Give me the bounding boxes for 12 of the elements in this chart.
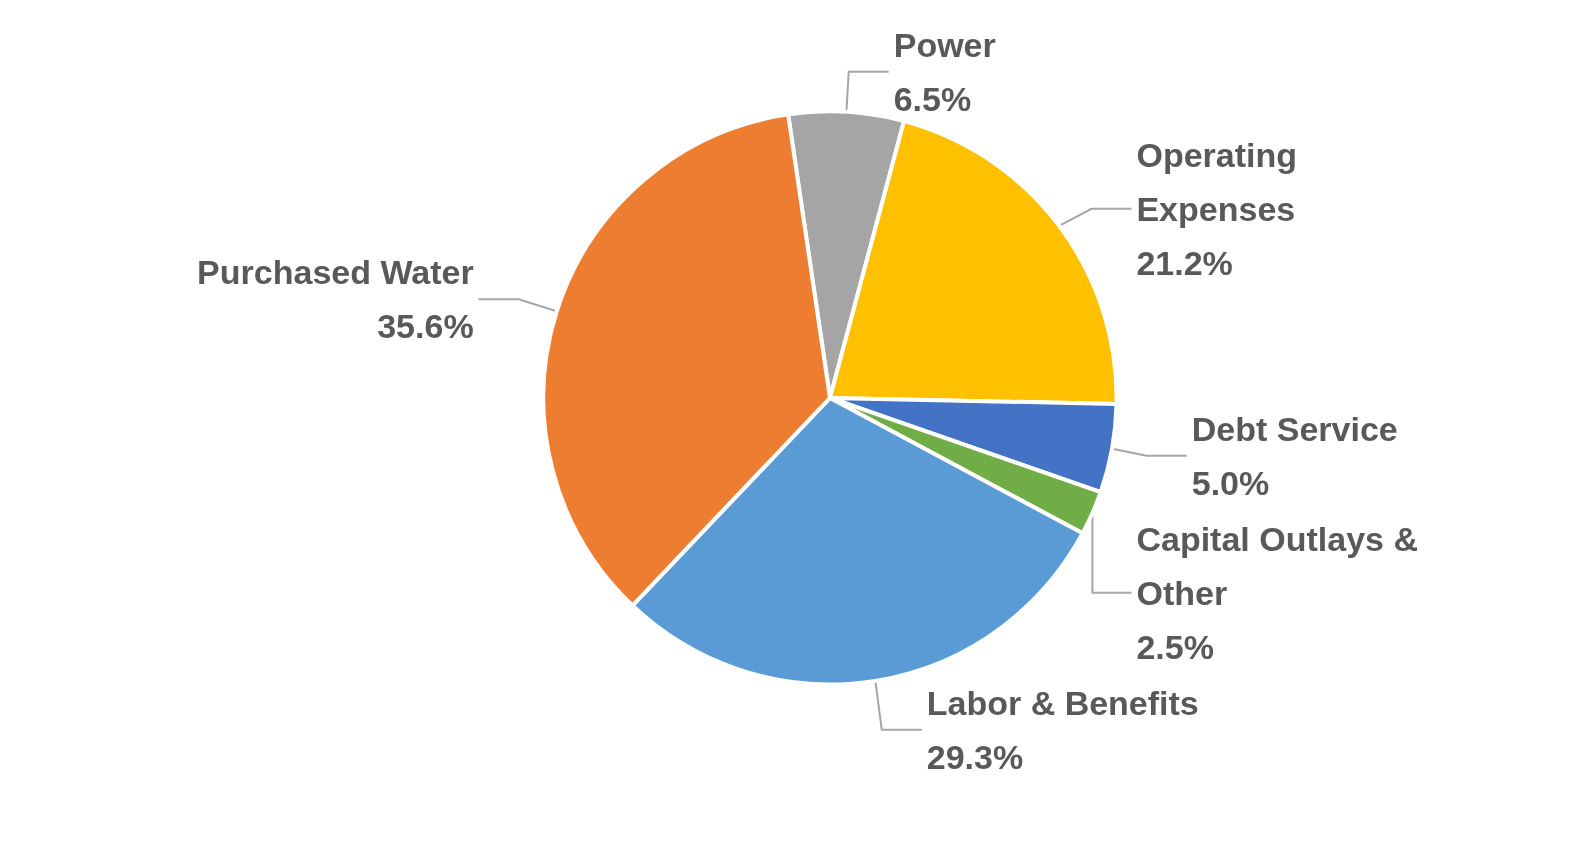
slice-label: Power <box>893 25 996 64</box>
data-label: 35.6% <box>377 307 474 346</box>
data-label: 29.3% <box>926 737 1024 776</box>
slice-label: Operating Expenses <box>1136 135 1307 228</box>
data-label: 2.5% <box>1136 627 1214 666</box>
slice-label: Debt Service <box>1191 409 1398 448</box>
data-label: 21.2% <box>1136 243 1233 282</box>
data-label: 6.5% <box>893 79 972 118</box>
slice-label: Labor & Benefits <box>926 683 1199 722</box>
data-label: 5.0% <box>1191 463 1270 502</box>
slice-label: Capital Outlays & Other <box>1136 519 1428 612</box>
slice-label: Purchased Water <box>197 253 474 292</box>
